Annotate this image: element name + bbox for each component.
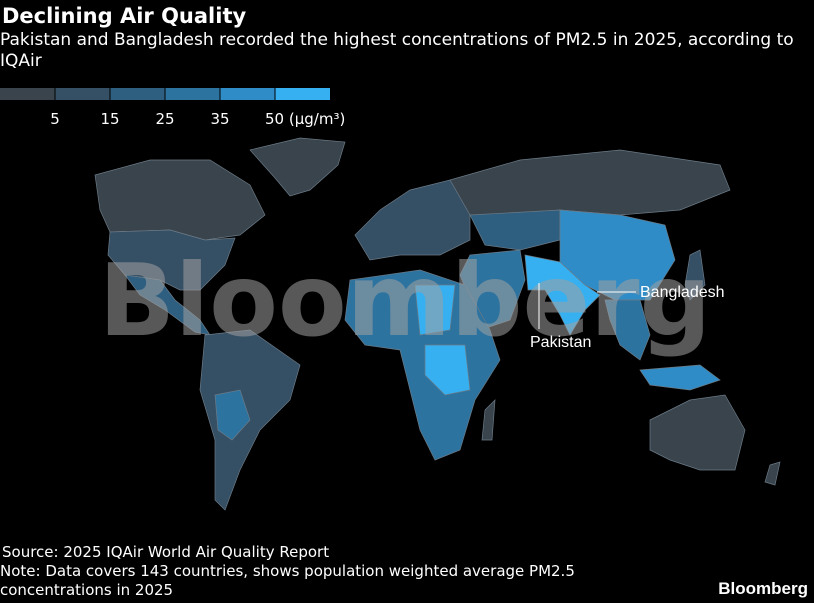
greenland xyxy=(249,137,346,197)
canada xyxy=(94,159,266,241)
legend-label: 50 (µg/m³) xyxy=(265,110,345,128)
legend-label: 25 xyxy=(155,110,174,128)
legend-label: 5 xyxy=(50,110,60,128)
logo: Bloomberg xyxy=(718,579,808,598)
legend-swatch xyxy=(275,88,330,100)
legend-swatch xyxy=(110,88,165,100)
central-africa xyxy=(424,344,471,396)
watermark: Bloomberg xyxy=(99,242,711,359)
subtitle: Pakistan and Bangladesh recorded the hig… xyxy=(0,30,794,71)
new-zealand xyxy=(764,461,781,486)
japan xyxy=(684,249,706,301)
note: Note: Data covers 143 countries, shows p… xyxy=(0,562,575,599)
russia xyxy=(449,149,731,216)
legend-swatch xyxy=(220,88,275,100)
madagascar xyxy=(481,399,496,441)
legend: 5 15 25 35 50 (µg/m³) xyxy=(0,88,345,128)
legend-label: 35 xyxy=(210,110,229,128)
note-box: Note: Data covers 143 countries, shows p… xyxy=(0,562,575,599)
egypt-sudan xyxy=(414,284,456,336)
source: Source: 2025 IQAir World Air Quality Rep… xyxy=(2,543,329,561)
indonesia xyxy=(639,364,721,391)
australia xyxy=(649,394,746,471)
central-asia xyxy=(469,209,561,251)
title: Declining Air Quality xyxy=(2,4,246,28)
subtitle-box: Pakistan and Bangladesh recorded the hig… xyxy=(0,30,794,71)
annotation: Bangladesh xyxy=(640,284,725,301)
europe xyxy=(354,179,471,261)
annotation: Pakistan xyxy=(530,334,591,351)
legend-swatch xyxy=(0,88,55,100)
bolivia xyxy=(214,389,251,441)
usa xyxy=(107,229,236,291)
legend-swatch xyxy=(165,88,220,100)
legend-label: 15 xyxy=(100,110,119,128)
africa xyxy=(344,269,501,461)
legend-swatch xyxy=(55,88,110,100)
south-asia xyxy=(524,254,601,336)
southeast-asia xyxy=(604,299,651,361)
countries xyxy=(94,137,781,511)
